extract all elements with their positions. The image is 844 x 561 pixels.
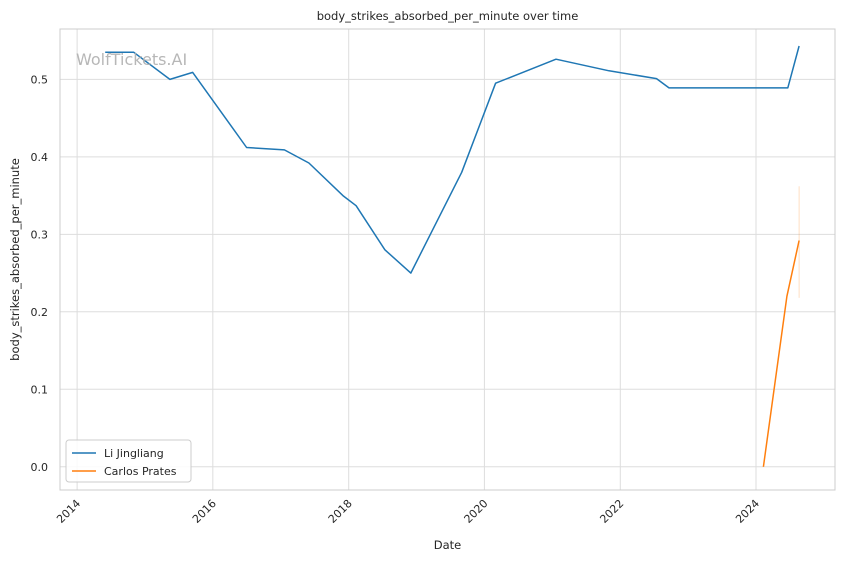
legend-label: Li Jingliang: [104, 447, 164, 460]
series-line: [762, 240, 800, 467]
legend: Li Jingliang Carlos Prates: [65, 439, 192, 483]
y-tick-labels: 0.0 0.1 0.2 0.3 0.4 0.5: [31, 73, 49, 473]
y-tick-label: 0.0: [31, 461, 49, 474]
grid-lines: [60, 29, 835, 490]
legend-box: [65, 439, 192, 483]
y-axis-label: body_strikes_absorbed_per_minute: [8, 158, 22, 361]
watermark: WolfTickets.AI: [76, 50, 187, 69]
chart-title: body_strikes_absorbed_per_minute over ti…: [317, 9, 579, 23]
y-tick-label: 0.2: [31, 306, 49, 319]
legend-label: Carlos Prates: [104, 465, 177, 478]
plot-frame: [59, 28, 836, 491]
series-line: [105, 45, 800, 274]
y-tick-label: 0.5: [31, 73, 49, 86]
y-tick-label: 0.4: [31, 151, 49, 164]
y-tick-label: 0.3: [31, 228, 49, 241]
x-axis-label: Date: [434, 538, 462, 552]
y-tick-label: 0.1: [31, 383, 49, 396]
series-layer: [105, 45, 800, 467]
